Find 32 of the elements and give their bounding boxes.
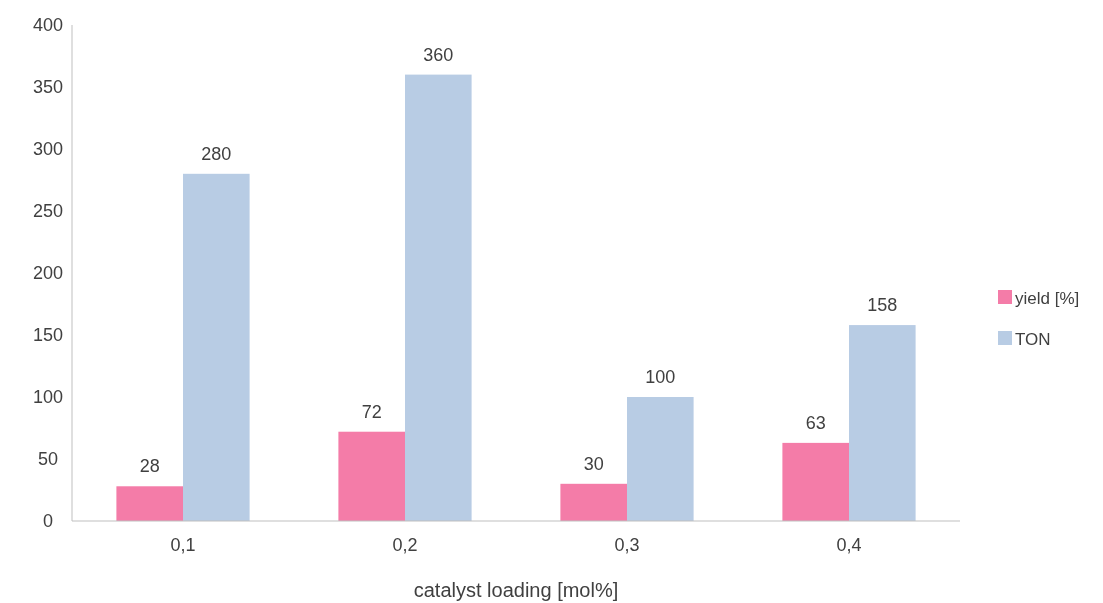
bar	[849, 325, 916, 521]
data-label: 280	[201, 143, 232, 164]
legend-label: yield [%]	[1015, 288, 1080, 308]
data-label: 28	[139, 456, 160, 477]
bar	[560, 483, 627, 521]
data-label: 360	[423, 44, 454, 65]
bar	[116, 486, 183, 521]
y-tick-label: 250	[32, 201, 64, 222]
x-tick-label: 0,4	[836, 535, 862, 555]
data-label: 30	[583, 453, 604, 474]
x-tick-label: 0,1	[170, 535, 196, 555]
y-tick-label: 200	[32, 263, 64, 284]
bar	[338, 431, 405, 521]
data-label: 63	[805, 412, 826, 433]
x-axis-title: catalyst loading [mol%]	[413, 579, 619, 601]
data-label: 158	[867, 295, 898, 316]
data-label: 72	[361, 401, 382, 422]
bar	[405, 74, 472, 521]
bar	[627, 397, 694, 521]
y-tick-label: 350	[32, 77, 64, 98]
y-tick-label: 0	[42, 511, 54, 532]
legend-label: TON	[1015, 329, 1051, 349]
y-tick-label: 150	[32, 325, 64, 346]
x-tick-label: 0,3	[614, 535, 640, 555]
data-label: 100	[645, 367, 676, 387]
y-tick-label: 400	[32, 15, 64, 36]
y-tick-label: 300	[32, 139, 64, 160]
y-tick-label: 100	[32, 387, 64, 408]
bar	[782, 442, 849, 521]
bar	[183, 173, 250, 521]
y-tick-label: 50	[37, 449, 59, 470]
x-tick-label: 0,2	[392, 535, 418, 555]
